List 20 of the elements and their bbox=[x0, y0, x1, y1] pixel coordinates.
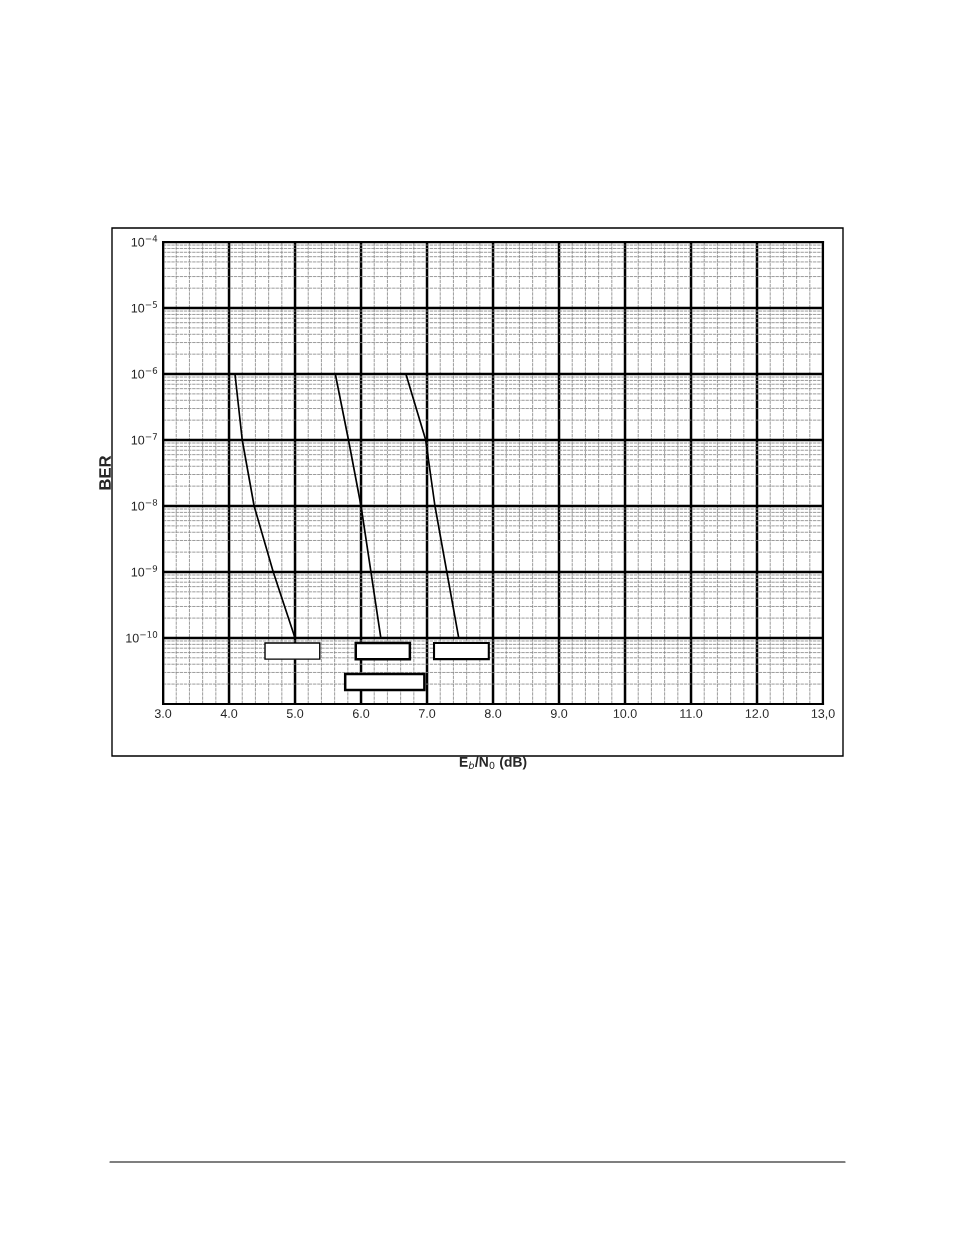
y-tick-label: 10$^{−4}$ bbox=[131, 235, 158, 247]
x-tick-label: 13,0 bbox=[811, 709, 835, 720]
x-tick-label: 8.0 bbox=[484, 709, 502, 718]
y-tick-label: 10$^{−10}$ bbox=[126, 631, 158, 643]
x-tick-label: 5.0 bbox=[286, 709, 304, 718]
x-axis-title: E$_{b}$/N$_{0}$ (dB) bbox=[459, 756, 527, 770]
y-axis-title: BER bbox=[99, 455, 111, 490]
x-tick-label: 4.0 bbox=[220, 709, 238, 718]
y-tick-label: 10$^{−8}$ bbox=[131, 499, 158, 511]
x-tick-label: 9.0 bbox=[550, 709, 568, 718]
x-tick-label: 7.0 bbox=[418, 709, 436, 718]
y-tick-label: 10$^{−6}$ bbox=[131, 367, 158, 379]
y-tick-label: 10$^{−9}$ bbox=[131, 565, 158, 577]
x-tick-label: 10.0 bbox=[613, 709, 637, 718]
x-tick-label: 6.0 bbox=[352, 709, 370, 718]
y-tick-label: 10$^{−7}$ bbox=[131, 433, 157, 445]
x-tick-label: 12.0 bbox=[745, 709, 769, 718]
y-tick-label: 10$^{−5}$ bbox=[131, 301, 157, 313]
x-tick-label: 11.0 bbox=[680, 709, 703, 718]
x-tick-label: 3.0 bbox=[154, 709, 172, 718]
